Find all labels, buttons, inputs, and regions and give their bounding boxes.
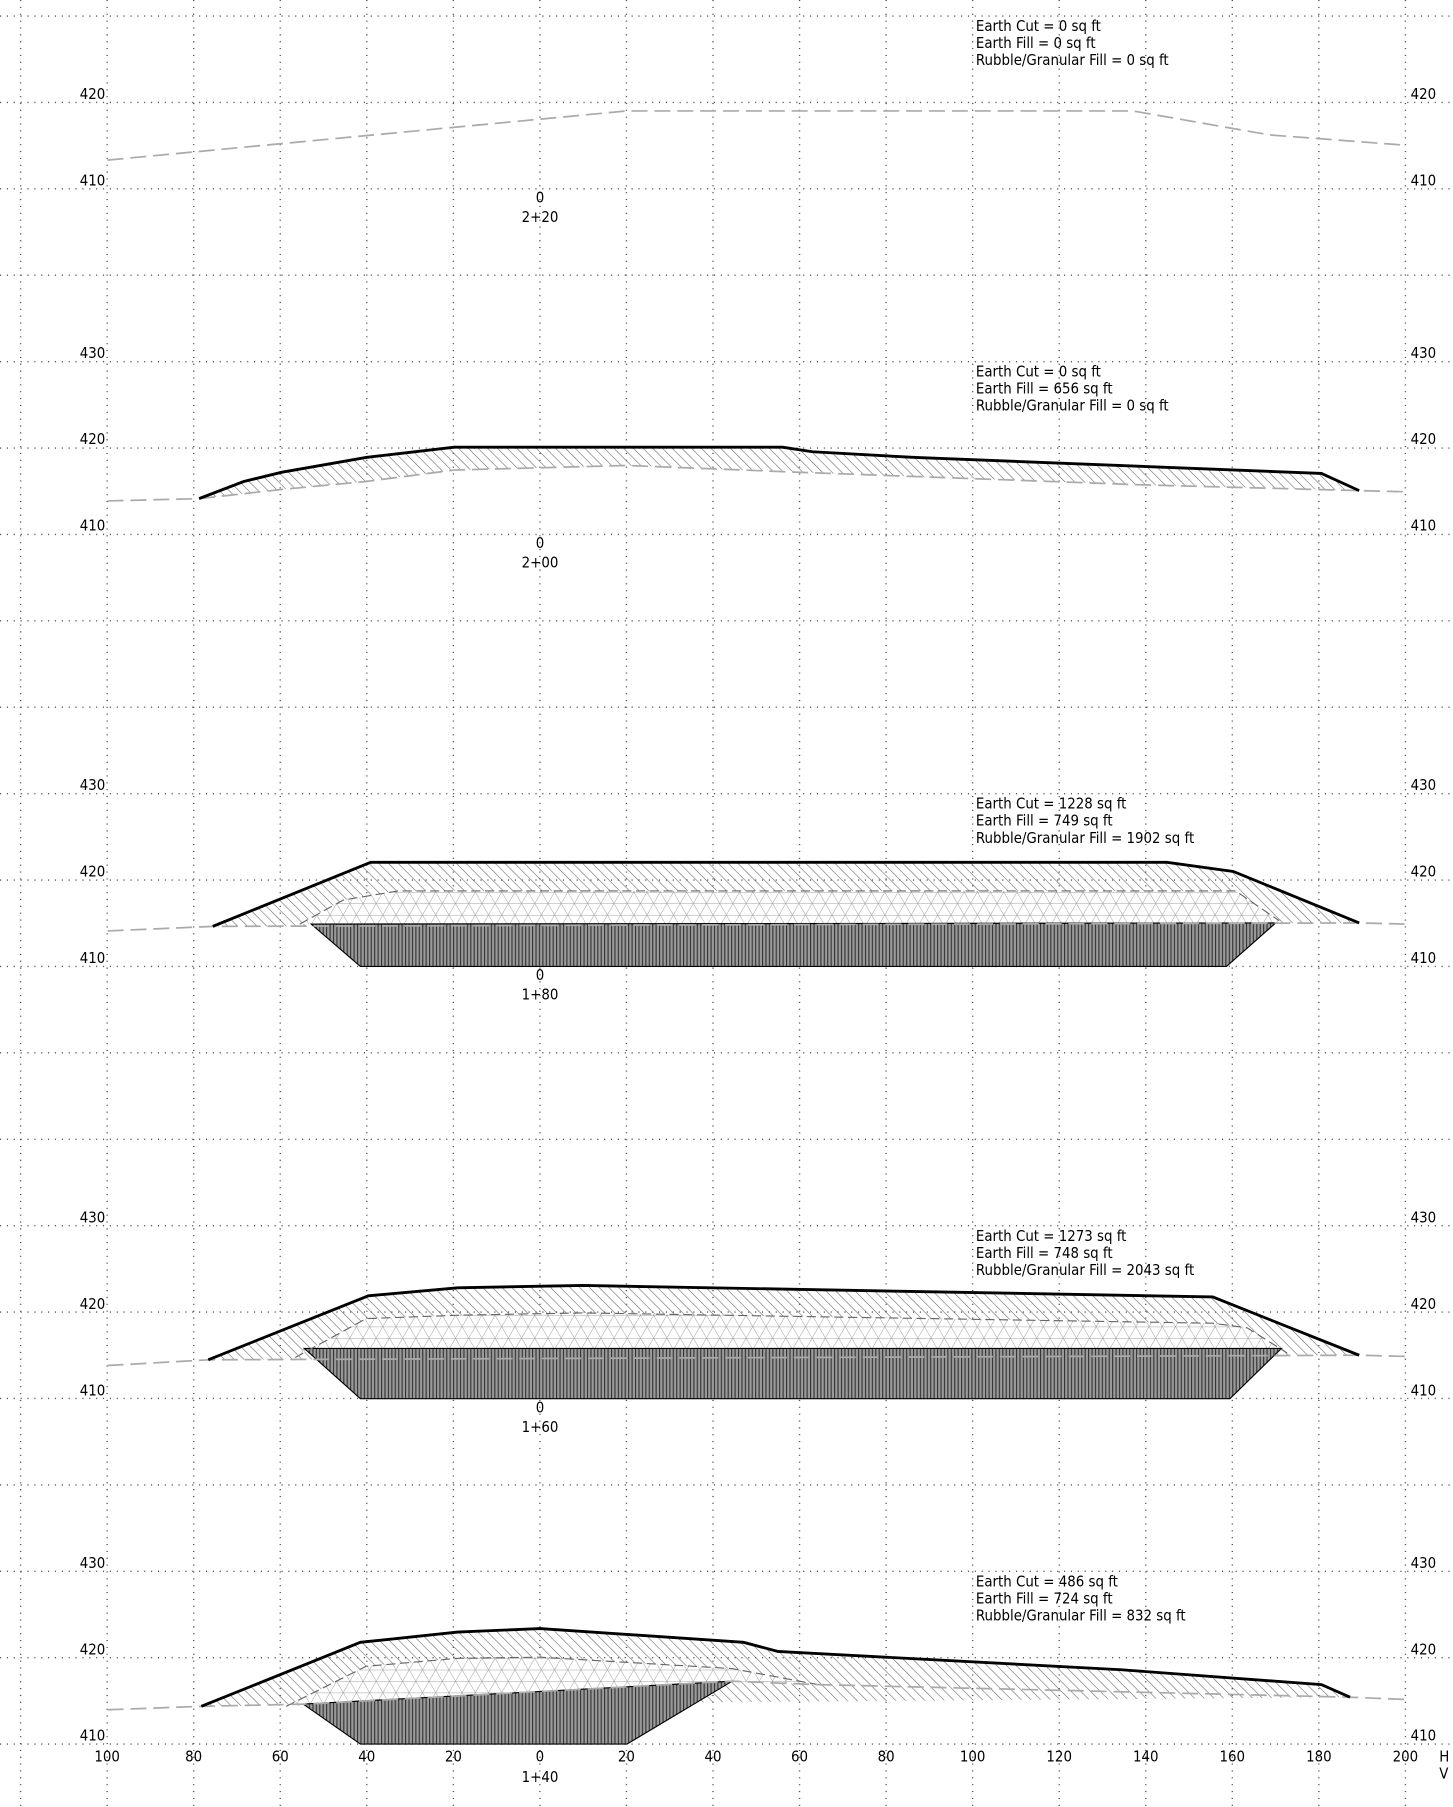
elevation-label: 410	[80, 949, 106, 967]
x-axis-label: 180	[1306, 1747, 1332, 1765]
existing-ground	[107, 110, 1407, 161]
rubble-top	[299, 890, 1280, 925]
axis-unit: V	[1439, 1764, 1449, 1782]
elevation-label: 410	[80, 1727, 106, 1745]
elevation-label: 410	[1411, 171, 1437, 189]
design-surface	[198, 445, 1360, 500]
offset-label: 0	[536, 966, 545, 984]
elevation-label: 410	[1411, 1381, 1437, 1399]
elevation-label: 410	[1411, 517, 1437, 535]
rubble-top	[285, 1656, 819, 1707]
x-axis-label: 160	[1220, 1747, 1246, 1765]
quantity: Earth Fill = 656 sq ft	[976, 379, 1113, 397]
offset-label: 0	[536, 188, 545, 206]
station-label: 1+60	[522, 1418, 559, 1436]
existing-ground	[107, 922, 1407, 932]
quantity: Earth Cut = 0 sq ft	[976, 362, 1101, 380]
elevation-label: 420	[1411, 863, 1437, 881]
earth-fill	[199, 447, 1360, 499]
quantity: Rubble/Granular Fill = 832 sq ft	[976, 1607, 1186, 1625]
station-label: 2+20	[522, 208, 559, 226]
elevation-label: 420	[1411, 1295, 1437, 1313]
x-axis-label: 100	[94, 1747, 120, 1765]
x-axis-label: 140	[1133, 1747, 1159, 1765]
elevation-label: 420	[80, 863, 106, 881]
elevation-label: 420	[1411, 430, 1437, 448]
x-axis-label: 120	[1046, 1747, 1072, 1765]
station-label: 2+00	[522, 553, 559, 571]
station-label: 1+40	[522, 1768, 559, 1786]
x-axis-label: 60	[791, 1747, 808, 1765]
design-surface	[212, 860, 1360, 928]
elevation-label: 430	[80, 776, 106, 794]
elevation-label: 420	[1411, 1640, 1437, 1658]
elevation-label: 410	[80, 1381, 106, 1399]
x-axis-label: 20	[618, 1747, 635, 1765]
x-axis-label: 80	[185, 1747, 202, 1765]
quantity: Earth Cut = 1228 sq ft	[976, 795, 1126, 813]
x-axis-label: 0	[536, 1747, 545, 1765]
quantity: Earth Fill = 748 sq ft	[976, 1244, 1113, 1262]
quantity: Earth Cut = 486 sq ft	[976, 1572, 1118, 1590]
rubble-top	[294, 1312, 1288, 1359]
x-axis-label: 80	[878, 1747, 895, 1765]
offset-label: 0	[536, 1398, 545, 1416]
elevation-label: 430	[80, 344, 106, 362]
x-axis-label: 60	[272, 1747, 289, 1765]
quantity: Earth Cut = 0 sq ft	[976, 17, 1101, 35]
elevation-label: 420	[80, 1640, 106, 1658]
quantity: Rubble/Granular Fill = 0 sq ft	[976, 397, 1169, 415]
x-axis-label: 40	[358, 1747, 375, 1765]
quantity: Rubble/Granular Fill = 2043 sq ft	[976, 1261, 1194, 1279]
station-label: 1+80	[522, 986, 559, 1004]
quantity: Earth Fill = 749 sq ft	[976, 812, 1113, 830]
design-surface	[200, 1627, 1351, 1708]
design-surface	[207, 1284, 1360, 1362]
axis-unit: H	[1439, 1747, 1449, 1765]
x-axis-label: 100	[960, 1747, 986, 1765]
offset-label: 0	[536, 534, 545, 552]
elevation-label: 410	[80, 517, 106, 535]
elevation-label: 430	[1411, 344, 1437, 362]
quantity: Earth Fill = 0 sq ft	[976, 34, 1096, 52]
elevation-label: 420	[80, 1295, 106, 1313]
elevation-label: 430	[1411, 1208, 1437, 1226]
elevation-label: 430	[1411, 776, 1437, 794]
quantity: Earth Cut = 1273 sq ft	[976, 1227, 1126, 1245]
quantity: Rubble/Granular Fill = 0 sq ft	[976, 51, 1169, 69]
elevation-label: 420	[80, 85, 106, 103]
existing-ground	[107, 464, 1407, 502]
earth-cut	[309, 922, 1278, 967]
elevation-label: 430	[1411, 1554, 1437, 1572]
x-axis-label: 200	[1393, 1747, 1419, 1765]
quantity: Rubble/Granular Fill = 1902 sq ft	[976, 829, 1194, 847]
existing-ground	[107, 1354, 1407, 1367]
elevation-label: 430	[80, 1208, 106, 1226]
elevation-label: 410	[1411, 1727, 1437, 1745]
earth-cut	[302, 1347, 1283, 1400]
x-axis-label: 20	[445, 1747, 462, 1765]
elevation-label: 430	[80, 1554, 106, 1572]
x-axis-label: 40	[704, 1747, 721, 1765]
elevation-label: 410	[1411, 949, 1437, 967]
elevation-label: 410	[80, 171, 106, 189]
quantity: Earth Fill = 724 sq ft	[976, 1589, 1113, 1607]
elevation-label: 420	[80, 430, 106, 448]
elevation-label: 420	[1411, 85, 1437, 103]
